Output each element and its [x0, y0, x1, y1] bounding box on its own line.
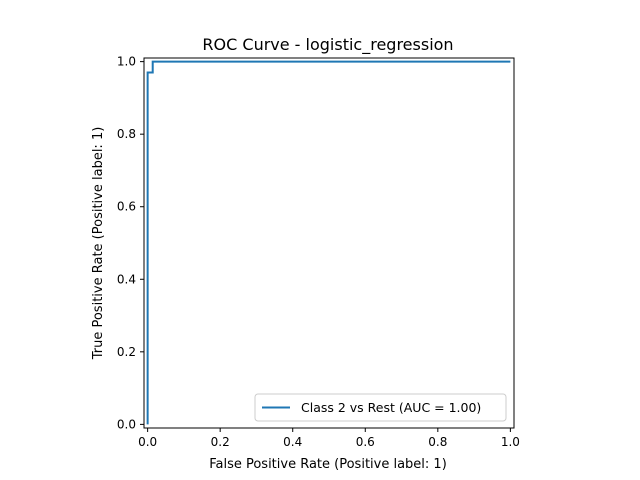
x-tick-label: 0.4: [283, 435, 302, 449]
y-tick-label: 0.6: [117, 200, 136, 214]
legend-label: Class 2 vs Rest (AUC = 1.00): [301, 400, 481, 415]
x-axis-label: False Positive Rate (Positive label: 1): [209, 457, 447, 472]
x-tick-label: 0.2: [211, 435, 230, 449]
y-tick-label: 0.0: [117, 417, 136, 431]
x-tick-label: 0.0: [138, 435, 157, 449]
y-tick-label: 0.4: [117, 272, 136, 286]
y-tick-label: 0.2: [117, 345, 136, 359]
series-group: [146, 60, 511, 425]
y-tick-label: 1.0: [117, 55, 136, 69]
legend-box: [254, 393, 507, 422]
legend: Class 2 vs Rest (AUC = 1.00): [254, 393, 507, 422]
y-axis-label: True Positive Rate (Positive label: 1): [91, 127, 106, 361]
x-tick-label: 0.8: [428, 435, 447, 449]
plot-frame: [143, 57, 515, 429]
y-ticks: 0.0 0.2 0.4 0.6 0.8 1.0: [117, 55, 144, 431]
x-tick-label: 0.6: [356, 435, 375, 449]
x-ticks: 0.0 0.2 0.4 0.6 0.8 1.0: [138, 428, 520, 449]
series-line-0: [146, 60, 511, 425]
x-tick-label: 1.0: [501, 435, 520, 449]
y-tick-label: 0.8: [117, 127, 136, 141]
chart-title: ROC Curve - logistic_regression: [202, 35, 453, 55]
